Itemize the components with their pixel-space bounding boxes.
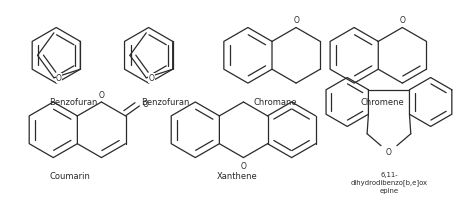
Text: O: O xyxy=(143,100,148,109)
Text: O: O xyxy=(400,16,405,25)
Text: Chromane: Chromane xyxy=(254,98,298,106)
Text: Benzofuran: Benzofuran xyxy=(141,98,190,106)
Text: Chromene: Chromene xyxy=(360,98,404,106)
Text: Benzofuran: Benzofuran xyxy=(49,98,97,106)
Text: O: O xyxy=(293,16,299,25)
Text: Xanthene: Xanthene xyxy=(217,172,257,181)
Text: O: O xyxy=(99,90,104,99)
Text: O: O xyxy=(386,147,392,156)
Text: O: O xyxy=(240,161,246,170)
Text: O: O xyxy=(148,74,154,83)
Text: O: O xyxy=(56,74,62,83)
Text: Coumarin: Coumarin xyxy=(49,172,91,181)
Text: 6,11-
dihydrodibenzo[b,e]ox
epine: 6,11- dihydrodibenzo[b,e]ox epine xyxy=(350,172,428,193)
